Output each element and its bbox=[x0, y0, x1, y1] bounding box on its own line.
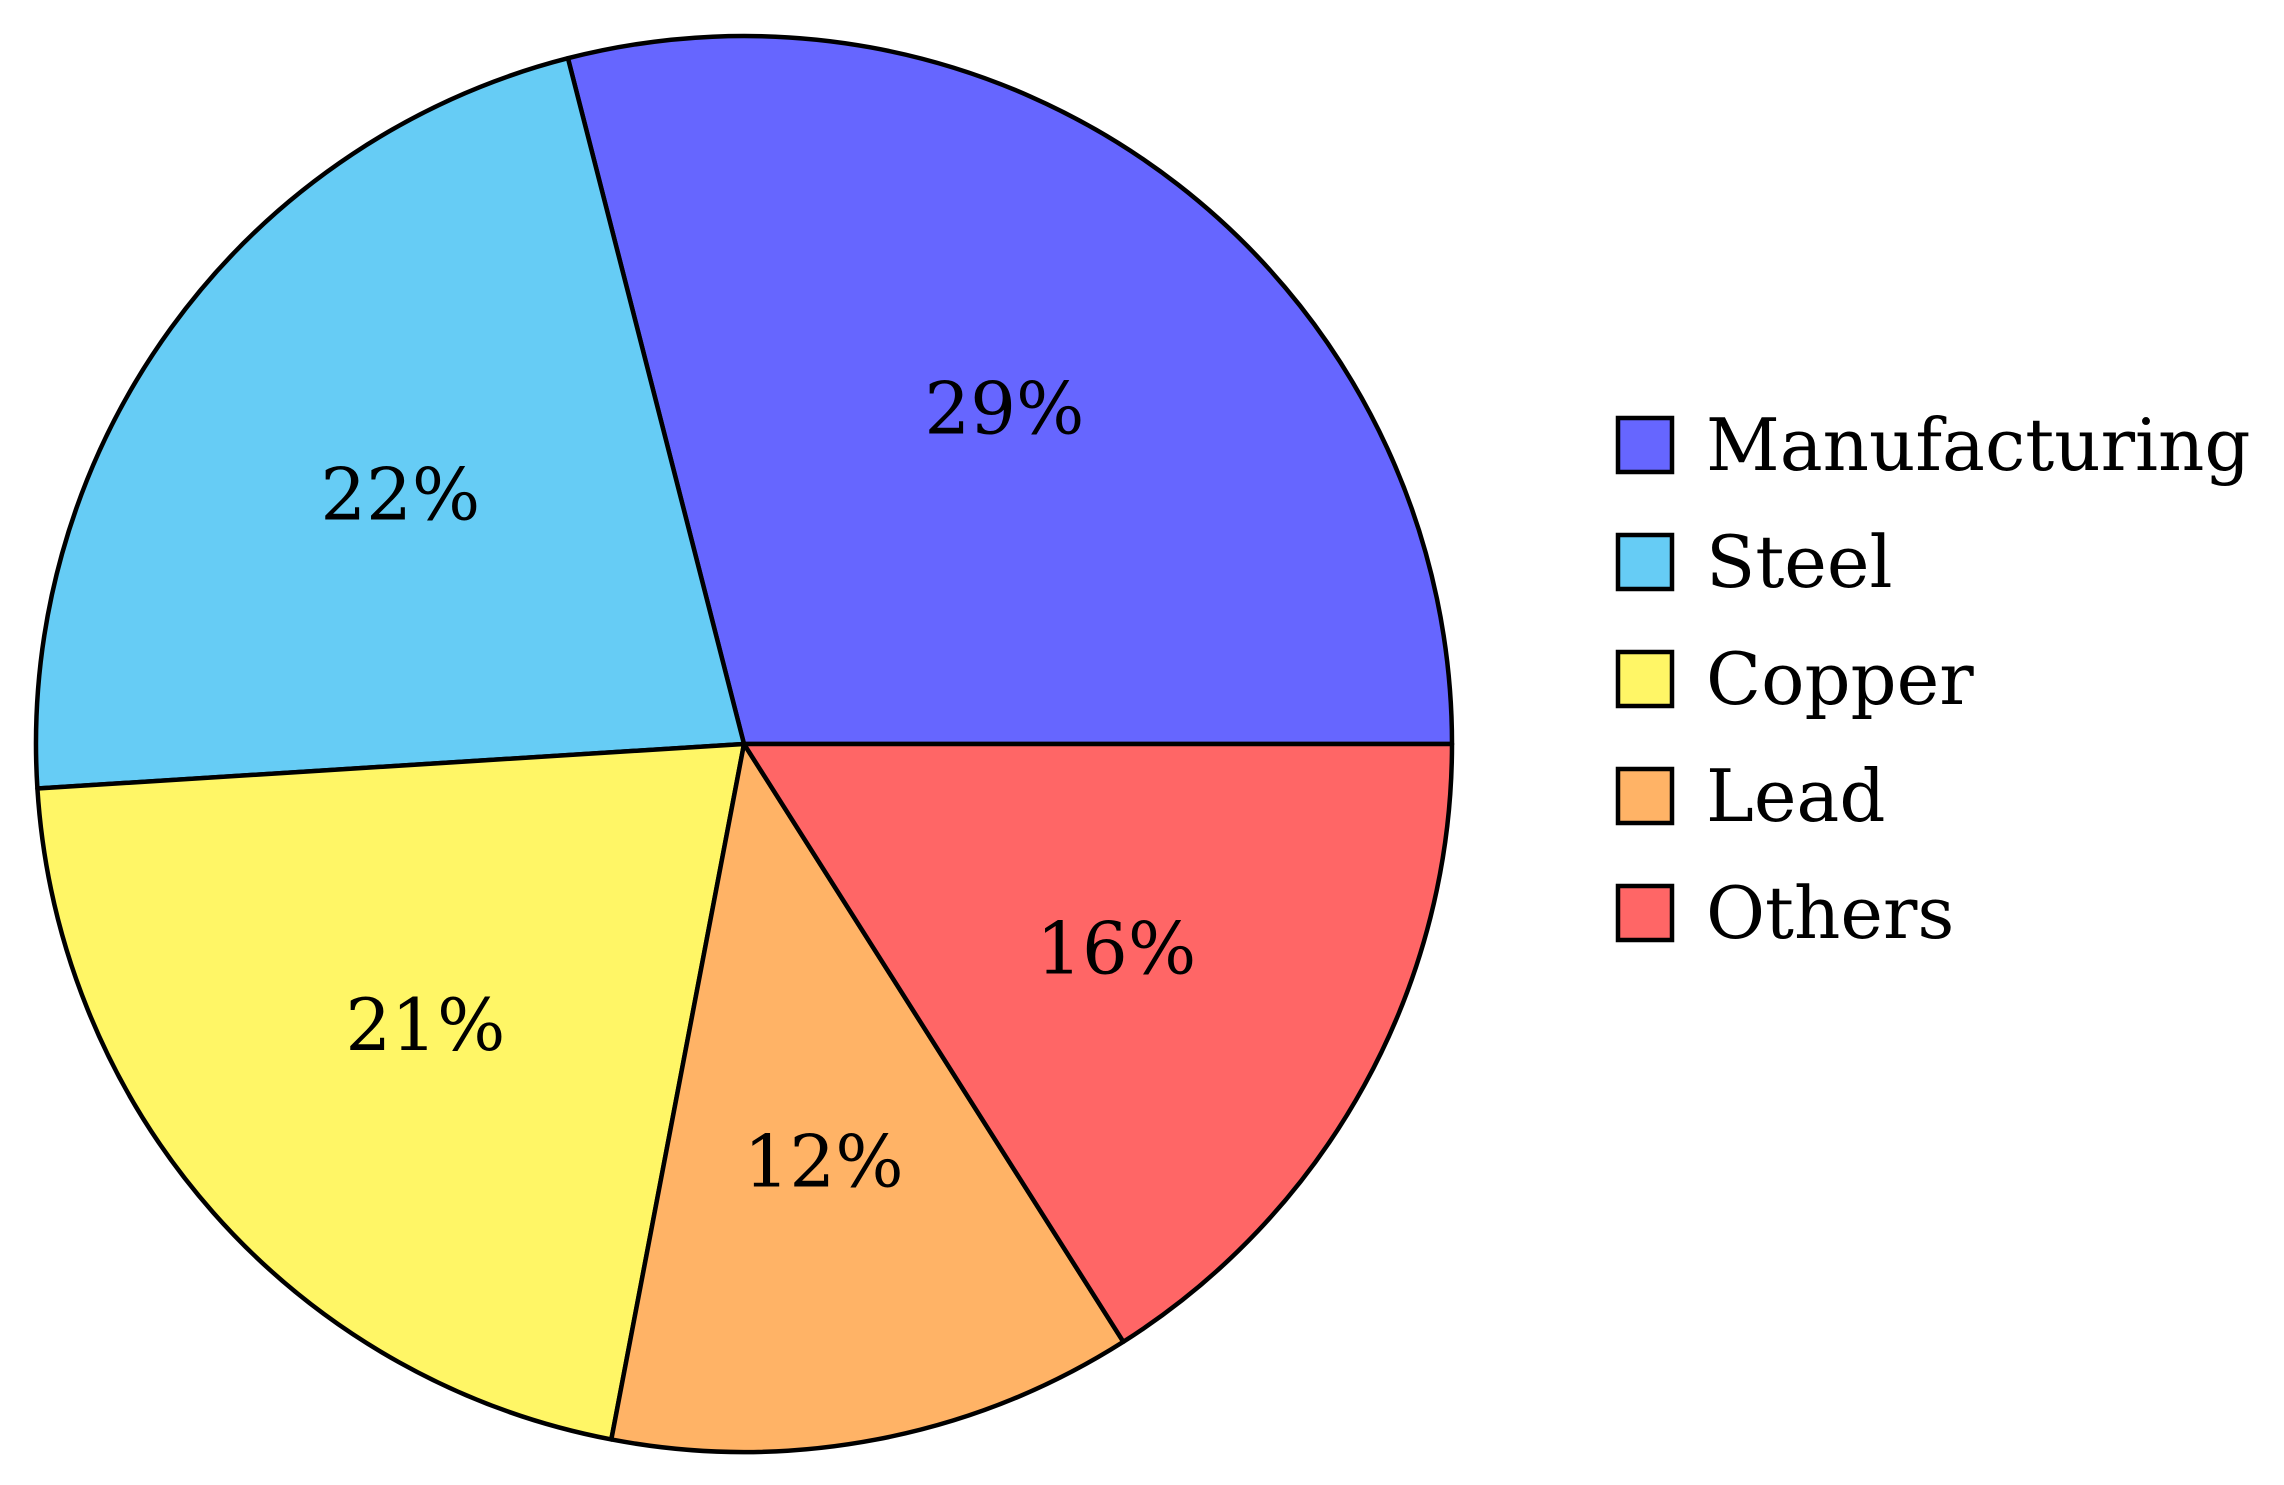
legend-label-copper: Copper bbox=[1706, 637, 1974, 721]
legend-swatch-others bbox=[1615, 883, 1675, 943]
pie-slice-steel bbox=[33, 55, 747, 791]
slice-label-others: 16% bbox=[1036, 907, 1196, 991]
pie-slices bbox=[33, 33, 1455, 1455]
legend-label-lead: Lead bbox=[1706, 754, 1885, 838]
legend-swatch-manufacturing bbox=[1615, 415, 1675, 475]
legend-label-steel: Steel bbox=[1706, 520, 1893, 604]
slice-label-steel: 22% bbox=[320, 452, 480, 536]
pie-slice-copper bbox=[35, 741, 747, 1442]
pie-slice-manufacturing bbox=[565, 33, 1455, 747]
pie-slice-labels: 29% 22% 21% 12% 16% bbox=[320, 366, 1196, 1203]
legend-swatch-lead bbox=[1615, 766, 1675, 826]
slice-label-lead: 12% bbox=[744, 1119, 904, 1203]
legend-label-manufacturing: Manufacturing bbox=[1706, 403, 2251, 487]
legend: Manufacturing Steel Copper Lead Others bbox=[1615, 403, 2251, 955]
pie-slice-others bbox=[741, 741, 1455, 1345]
legend-swatch-steel bbox=[1615, 532, 1675, 592]
slice-label-copper: 21% bbox=[345, 983, 505, 1067]
legend-label-others: Others bbox=[1706, 871, 1954, 955]
slice-label-manufacturing: 29% bbox=[924, 366, 1084, 450]
pie-slice-lead bbox=[609, 741, 1126, 1455]
legend-swatch-copper bbox=[1615, 649, 1675, 709]
